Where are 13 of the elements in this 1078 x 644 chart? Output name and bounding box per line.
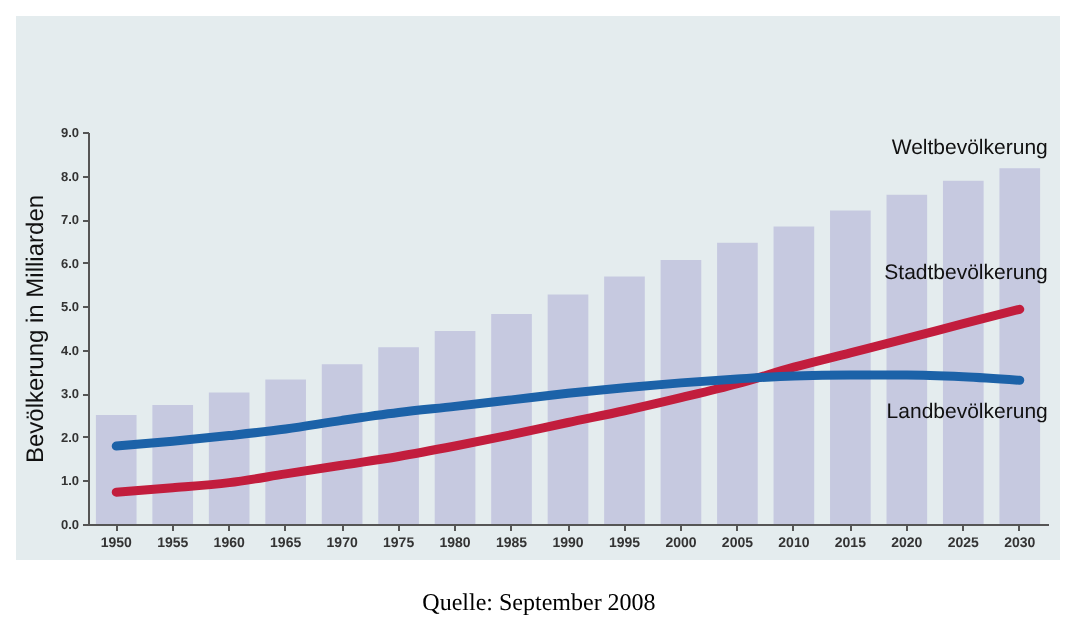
bar (717, 242, 758, 524)
bar (830, 210, 871, 524)
series-label: Stadtbevölkerung (884, 261, 1049, 286)
series-label: Landbevölkerung (886, 400, 1049, 425)
bar (491, 314, 532, 524)
bar (95, 415, 137, 524)
bar (773, 226, 815, 524)
bar (604, 276, 645, 524)
source-note: Quelle: September 2008 (420, 588, 658, 618)
bar (660, 260, 702, 524)
y-axis-title: Bevölkerung in Milliarden (20, 194, 49, 464)
series-label: Weltbevölkerung (891, 136, 1049, 161)
bar (547, 294, 589, 524)
